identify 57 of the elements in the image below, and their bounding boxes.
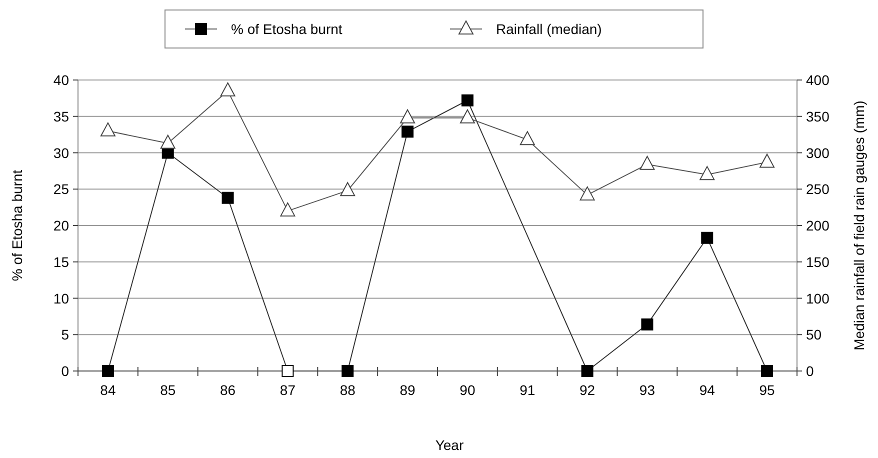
y-axis-title: % of Etosha burnt [9,170,25,282]
point [282,365,294,377]
point [640,156,655,170]
y-tick-label: 5 [61,326,70,343]
point [581,365,594,377]
legend-label: Rainfall (median) [496,21,602,37]
y2-axis-title: Median rainfall of field rain gauges (mm) [851,100,867,350]
y-tick-label: 0 [61,363,70,379]
point [222,192,234,204]
x-tick-label: 94 [699,382,716,398]
y-tick-label: 20 [53,218,70,234]
point [280,202,296,216]
y2-tick-label: 300 [806,144,830,161]
point [460,109,475,124]
y-tick-label: 35 [53,108,70,124]
y2-tick-label: 150 [806,254,830,270]
point [520,131,535,146]
y-tick-label: 40 [53,72,70,88]
x-tick-label: 92 [580,382,596,398]
legend-label: % of Etosha burnt [231,21,342,37]
point [701,232,714,244]
x-tick-label: 93 [639,382,656,398]
y2-tick-label: 200 [806,218,830,234]
point [461,94,474,106]
point [761,365,774,377]
x-tick-label: 85 [160,382,176,398]
y2-tick-label: 0 [806,363,814,379]
y2-tick-label: 400 [806,72,830,88]
x-tick-label: 86 [220,382,236,398]
y2-tick-label: 100 [806,290,830,306]
y-tick-label: 15 [53,254,70,270]
point [580,186,595,200]
x-tick-label: 90 [460,382,476,398]
point [400,109,416,124]
x-tick-label: 87 [280,382,296,398]
x-tick-label: 95 [759,382,776,398]
x-tick-label: 84 [100,382,116,398]
x-tick-label: 89 [400,382,416,398]
point [220,82,236,96]
y-tick-label: 25 [53,181,70,198]
point [641,318,654,330]
x-axis-title: Year [435,437,464,453]
y-tick-label: 30 [53,144,70,161]
y2-tick-label: 50 [806,326,822,343]
point [340,182,356,196]
y-tick-label: 10 [53,290,70,306]
point [102,365,114,377]
point [402,126,414,138]
point [100,122,116,136]
y2-tick-label: 250 [806,181,830,198]
point [700,166,715,180]
point [160,134,176,149]
point [342,365,354,377]
x-tick-label: 88 [340,382,356,398]
x-tick-label: 91 [520,382,536,398]
point [760,154,775,168]
y2-tick-label: 350 [806,108,830,124]
